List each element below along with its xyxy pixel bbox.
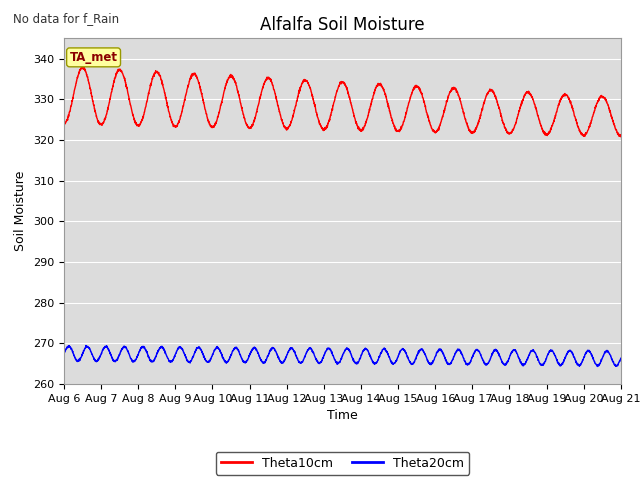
Title: Alfalfa Soil Moisture: Alfalfa Soil Moisture <box>260 16 425 34</box>
X-axis label: Time: Time <box>327 409 358 422</box>
Y-axis label: Soil Moisture: Soil Moisture <box>15 171 28 252</box>
Text: No data for f_Rain: No data for f_Rain <box>13 12 119 25</box>
Legend: Theta10cm, Theta20cm: Theta10cm, Theta20cm <box>216 452 469 475</box>
Text: TA_met: TA_met <box>70 51 118 64</box>
